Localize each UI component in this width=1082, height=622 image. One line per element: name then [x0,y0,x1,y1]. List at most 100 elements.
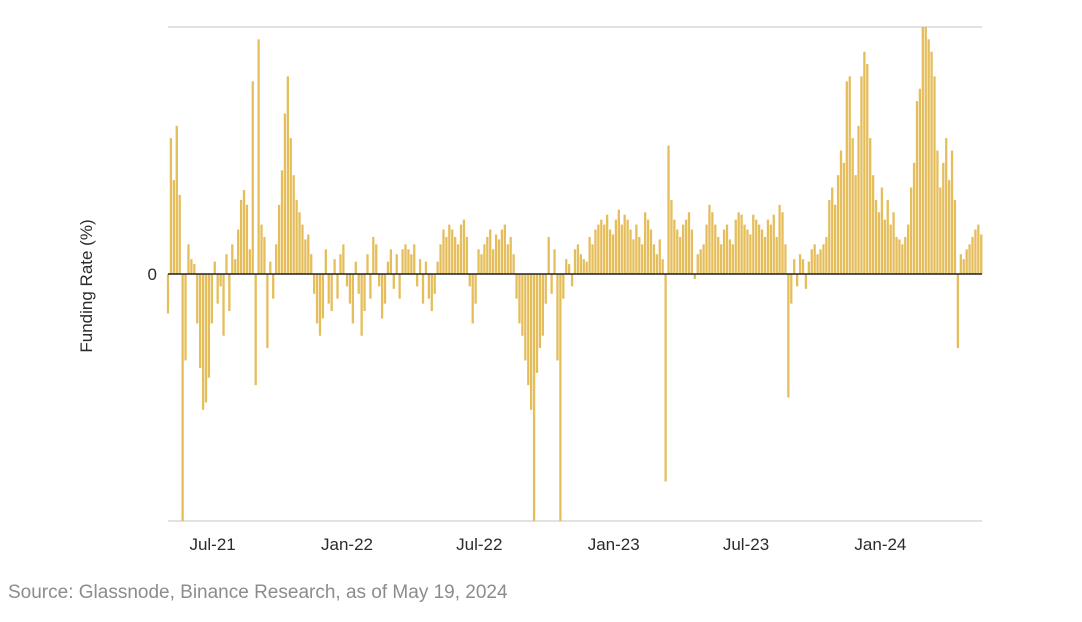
funding-bar [760,229,764,274]
funding-bar [708,204,711,274]
funding-bar [360,274,363,336]
x-axis-ticks: Jul-21 Jan-22 Jul-22 Jan-23 Jul-23 Jan-24 [189,535,906,554]
x-tick-label: Jan-22 [321,535,373,554]
funding-bar [772,214,775,274]
funding-bar [207,274,211,378]
funding-bar [442,229,445,274]
funding-bar [395,254,398,274]
funding-bar [912,162,916,274]
funding-bar [705,224,708,274]
funding-bar [737,212,740,274]
funding-bar [201,274,205,410]
funding-bar [260,224,263,274]
x-tick-label: Jul-22 [456,535,502,554]
funding-bar [357,274,360,294]
y-axis-title: Funding Rate (%) [77,219,96,352]
funding-bar [407,249,410,274]
funding-bar [611,234,615,274]
funding-bar [289,138,292,274]
funding-bar [886,199,889,274]
funding-bar [734,219,737,274]
funding-bar [351,274,355,324]
funding-bar [845,81,848,274]
funding-bar [497,239,501,274]
funding-bar [181,274,184,521]
funding-bar [184,274,187,361]
funding-bar [909,187,913,274]
funding-bar [553,249,556,274]
funding-bar [603,224,606,274]
funding-bar [959,254,962,274]
funding-bar [758,224,761,274]
funding-bar [237,229,240,274]
funding-bar [506,244,509,274]
funding-bar [421,274,425,304]
funding-bar [801,259,805,274]
funding-bar [667,145,670,274]
funding-bar [971,236,974,274]
funding-bar [471,274,474,324]
funding-bar [670,199,673,274]
y-tick-label: 0 [148,265,157,284]
funding-bar [930,51,933,275]
funding-bar [752,214,755,274]
funding-bar [945,138,948,274]
funding-bar [383,274,387,304]
funding-bar [673,219,676,274]
funding-bar [915,101,919,274]
funding-bar [477,249,480,274]
funding-bar [810,249,813,274]
funding-bar [871,175,875,274]
funding-bar [275,244,278,274]
funding-bar [427,274,430,299]
funding-bar [968,244,971,274]
funding-bar [690,229,694,274]
funding-bar [728,239,732,274]
funding-bar [242,190,246,274]
funding-bar [436,261,439,274]
funding-bar [793,259,796,274]
funding-bar [339,254,342,274]
funding-bar [921,27,924,274]
funding-bar [924,27,927,274]
funding-bar [474,274,477,304]
funding-bar [345,274,349,287]
funding-bar [416,274,419,287]
funding-bar [321,274,325,319]
funding-bar [570,274,574,287]
funding-bar [318,274,322,336]
funding-bar [166,274,170,314]
funding-bar [225,254,228,274]
funding-bar [755,219,758,274]
funding-bar [962,259,965,274]
funding-bar [527,274,530,386]
funding-bar [664,274,667,482]
funding-bar [641,244,644,274]
funding-bar [731,244,734,274]
funding-bar [974,229,977,274]
funding-bar [573,249,577,274]
funding-bar [693,274,696,279]
funding-bar [898,239,901,274]
funding-bar [518,274,521,324]
funding-bar [608,229,612,274]
funding-bar [740,214,743,274]
funding-bar [746,229,749,274]
funding-bar [714,224,717,274]
funding-bar [833,204,837,274]
funding-bar [749,234,752,274]
funding-bar [579,254,582,274]
funding-bar [228,274,231,312]
funding-bar [839,150,843,274]
funding-bar [684,219,688,274]
funding-bar [939,187,942,274]
x-tick-label: Jan-24 [854,535,906,554]
funding-bar [169,138,173,274]
funding-bar [216,274,219,304]
funding-bar [877,212,881,274]
funding-bar [796,274,799,287]
funding-bar [248,249,251,274]
funding-bar [880,187,884,274]
funding-bar [462,219,466,274]
funding-bar [866,64,869,274]
